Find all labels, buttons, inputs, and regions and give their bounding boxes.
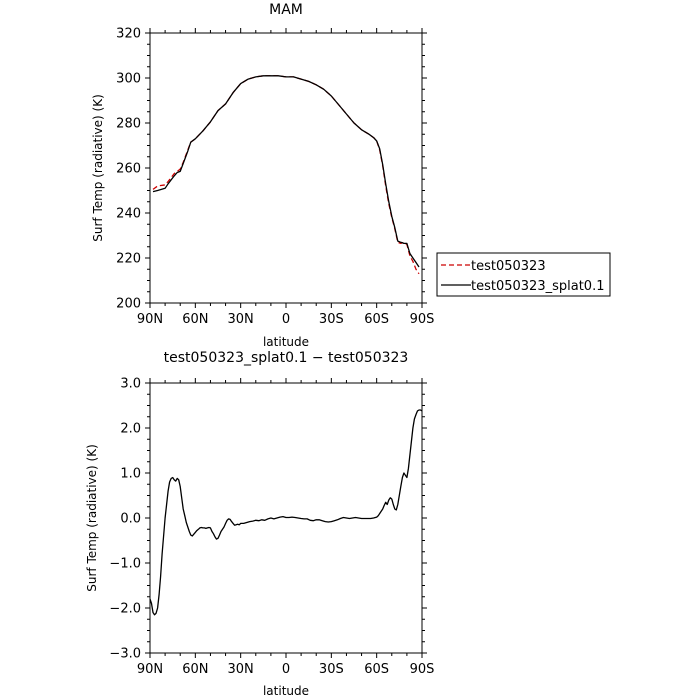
bottom-y-tick-label: 1.0 bbox=[120, 467, 141, 482]
legend-box bbox=[436, 252, 611, 297]
top-y-tick-label: 300 bbox=[116, 72, 141, 87]
bottom-x-axis-label: latitude bbox=[263, 684, 309, 698]
bottom-x-tick-label: 30S bbox=[319, 662, 344, 677]
top-y-tick-label: 260 bbox=[116, 162, 141, 177]
bottom-x-tick-label: 0 bbox=[282, 662, 290, 677]
top-y-axis-label: Surf Temp (radiative) (K) bbox=[91, 94, 105, 242]
bottom-y-tick-label: −2.0 bbox=[109, 602, 141, 617]
bottom-series-lines bbox=[149, 409, 423, 616]
bottom-chart-panel: test050323_splat0.1 − test050323 −3.0 −2.… bbox=[85, 350, 434, 698]
top-x-tick-label: 30S bbox=[319, 312, 344, 327]
legend-label-test050323-splat: test050323_splat0.1 bbox=[471, 279, 604, 294]
bottom-x-tick-label: 60S bbox=[364, 662, 389, 677]
bottom-x-tick-label: 90S bbox=[410, 662, 435, 677]
top-y-tick-label: 240 bbox=[116, 207, 141, 222]
top-chart-title: MAM bbox=[269, 2, 303, 18]
top-series-lines bbox=[152, 75, 420, 275]
bottom-y-axis: −3.0 −2.0 −1.0 0.0 1.0 2.0 3.0 bbox=[109, 377, 427, 662]
bottom-series-line-difference bbox=[149, 409, 423, 616]
top-x-axis-label: latitude bbox=[263, 335, 309, 349]
top-series-line-test050323-splat0-1 bbox=[152, 75, 420, 268]
top-x-tick-label: 0 bbox=[282, 312, 290, 327]
bottom-y-tick-label: 2.0 bbox=[120, 422, 141, 437]
bottom-y-tick-label: −1.0 bbox=[109, 557, 141, 572]
bottom-x-tick-label: 60N bbox=[182, 662, 208, 677]
top-x-tick-label: 60N bbox=[182, 312, 208, 327]
bottom-x-tick-label: 30N bbox=[228, 662, 254, 677]
bottom-y-tick-label: 3.0 bbox=[120, 377, 141, 392]
top-x-tick-label: 60S bbox=[364, 312, 389, 327]
bottom-x-axis: 90N 60N 30N 0 30S 60S 90S bbox=[137, 378, 435, 677]
top-series-line-test050323 bbox=[152, 75, 420, 275]
top-x-tick-label: 90N bbox=[137, 312, 163, 327]
top-y-tick-label: 320 bbox=[116, 27, 141, 42]
legend: test050323 test050323_splat0.1 bbox=[436, 252, 611, 297]
top-y-axis: 200 220 240 260 280 300 320 bbox=[116, 27, 427, 312]
bottom-x-tick-label: 90N bbox=[137, 662, 163, 677]
top-y-tick-label: 280 bbox=[116, 117, 141, 132]
bottom-chart-title: test050323_splat0.1 − test050323 bbox=[164, 350, 409, 366]
top-chart-panel: MAM 200 220 240 260 280 300 320 90N 60N 30N 0 30S 6… bbox=[91, 2, 434, 349]
bottom-y-axis-label: Surf Temp (radiative) (K) bbox=[85, 444, 99, 592]
top-x-tick-label: 30N bbox=[228, 312, 254, 327]
top-x-tick-label: 90S bbox=[410, 312, 435, 327]
top-y-tick-label: 200 bbox=[116, 297, 141, 312]
bottom-y-tick-label: −3.0 bbox=[109, 647, 141, 662]
bottom-y-tick-label: 0.0 bbox=[120, 512, 141, 527]
legend-label-test050323: test050323 bbox=[471, 259, 546, 274]
top-plot-frame bbox=[149, 32, 423, 304]
top-y-tick-label: 220 bbox=[116, 252, 141, 267]
top-x-axis: 90N 60N 30N 0 30S 60S 90S bbox=[137, 28, 435, 327]
